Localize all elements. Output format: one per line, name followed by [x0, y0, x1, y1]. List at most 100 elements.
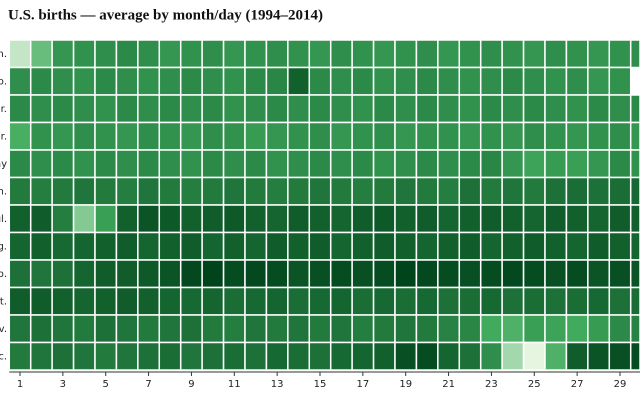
cell [522, 286, 546, 316]
cell [415, 286, 439, 316]
cell [479, 66, 503, 96]
cell [8, 39, 32, 69]
cell [351, 204, 375, 234]
cell [137, 121, 161, 151]
cell [201, 176, 225, 206]
cell [115, 121, 139, 151]
cell [394, 204, 418, 234]
cell [287, 66, 311, 96]
cell [458, 121, 482, 151]
cell [329, 176, 353, 206]
cell [394, 231, 418, 261]
cell [565, 231, 589, 261]
cell [8, 204, 32, 234]
cell [265, 341, 289, 371]
cell [351, 231, 375, 261]
cell [29, 231, 53, 261]
cell [51, 286, 75, 316]
cell [94, 149, 118, 179]
cell [244, 149, 268, 179]
cell [629, 149, 640, 179]
cell [415, 39, 439, 69]
cell [8, 66, 32, 96]
cell [29, 314, 53, 344]
cell [308, 204, 332, 234]
x-tick-label: 23 [485, 379, 498, 390]
cell [587, 121, 611, 151]
cell [265, 259, 289, 289]
row-label: Aug. [0, 241, 7, 252]
x-tick-label: 11 [228, 379, 241, 390]
cell [115, 341, 139, 371]
cell [394, 341, 418, 371]
cell [522, 94, 546, 124]
cell [479, 121, 503, 151]
cell [587, 231, 611, 261]
cell [265, 121, 289, 151]
cell [608, 286, 632, 316]
row-label: Feb. [0, 76, 7, 87]
cell [458, 66, 482, 96]
cell [587, 176, 611, 206]
cell [394, 39, 418, 69]
cell [372, 94, 396, 124]
cell [501, 176, 525, 206]
cell [265, 231, 289, 261]
cell [158, 231, 182, 261]
cell [8, 341, 32, 371]
cell [329, 314, 353, 344]
cell [308, 94, 332, 124]
cell [201, 231, 225, 261]
cell [222, 66, 246, 96]
cell [287, 94, 311, 124]
cell [94, 94, 118, 124]
cell [629, 204, 640, 234]
cell [587, 39, 611, 69]
cell [72, 259, 96, 289]
cell [565, 39, 589, 69]
cell [544, 314, 568, 344]
cell [479, 314, 503, 344]
cell [94, 286, 118, 316]
cell [308, 341, 332, 371]
cell [222, 341, 246, 371]
cell [201, 204, 225, 234]
cell [137, 149, 161, 179]
cell [265, 149, 289, 179]
cell [244, 314, 268, 344]
cell [608, 66, 632, 96]
cell [72, 176, 96, 206]
cell [437, 286, 461, 316]
row-label: Mar. [0, 104, 7, 115]
cell [244, 286, 268, 316]
cell [501, 286, 525, 316]
cell [72, 286, 96, 316]
row-label: May [0, 159, 7, 170]
cell [351, 94, 375, 124]
cell [565, 94, 589, 124]
x-tick-label: 1 [17, 379, 23, 390]
cell [501, 231, 525, 261]
cell [544, 204, 568, 234]
cell [308, 231, 332, 261]
cell [501, 149, 525, 179]
cell [394, 286, 418, 316]
cell [329, 149, 353, 179]
cell [629, 314, 640, 344]
cell [115, 314, 139, 344]
cell [351, 286, 375, 316]
cell [501, 204, 525, 234]
cell [137, 314, 161, 344]
cell [415, 204, 439, 234]
cell [137, 176, 161, 206]
cell [179, 341, 203, 371]
cell [222, 259, 246, 289]
cell [29, 149, 53, 179]
cell [201, 94, 225, 124]
cell [115, 66, 139, 96]
row-label: Jul. [0, 214, 7, 225]
cell [51, 204, 75, 234]
cell [8, 149, 32, 179]
cell [94, 39, 118, 69]
cell [458, 176, 482, 206]
